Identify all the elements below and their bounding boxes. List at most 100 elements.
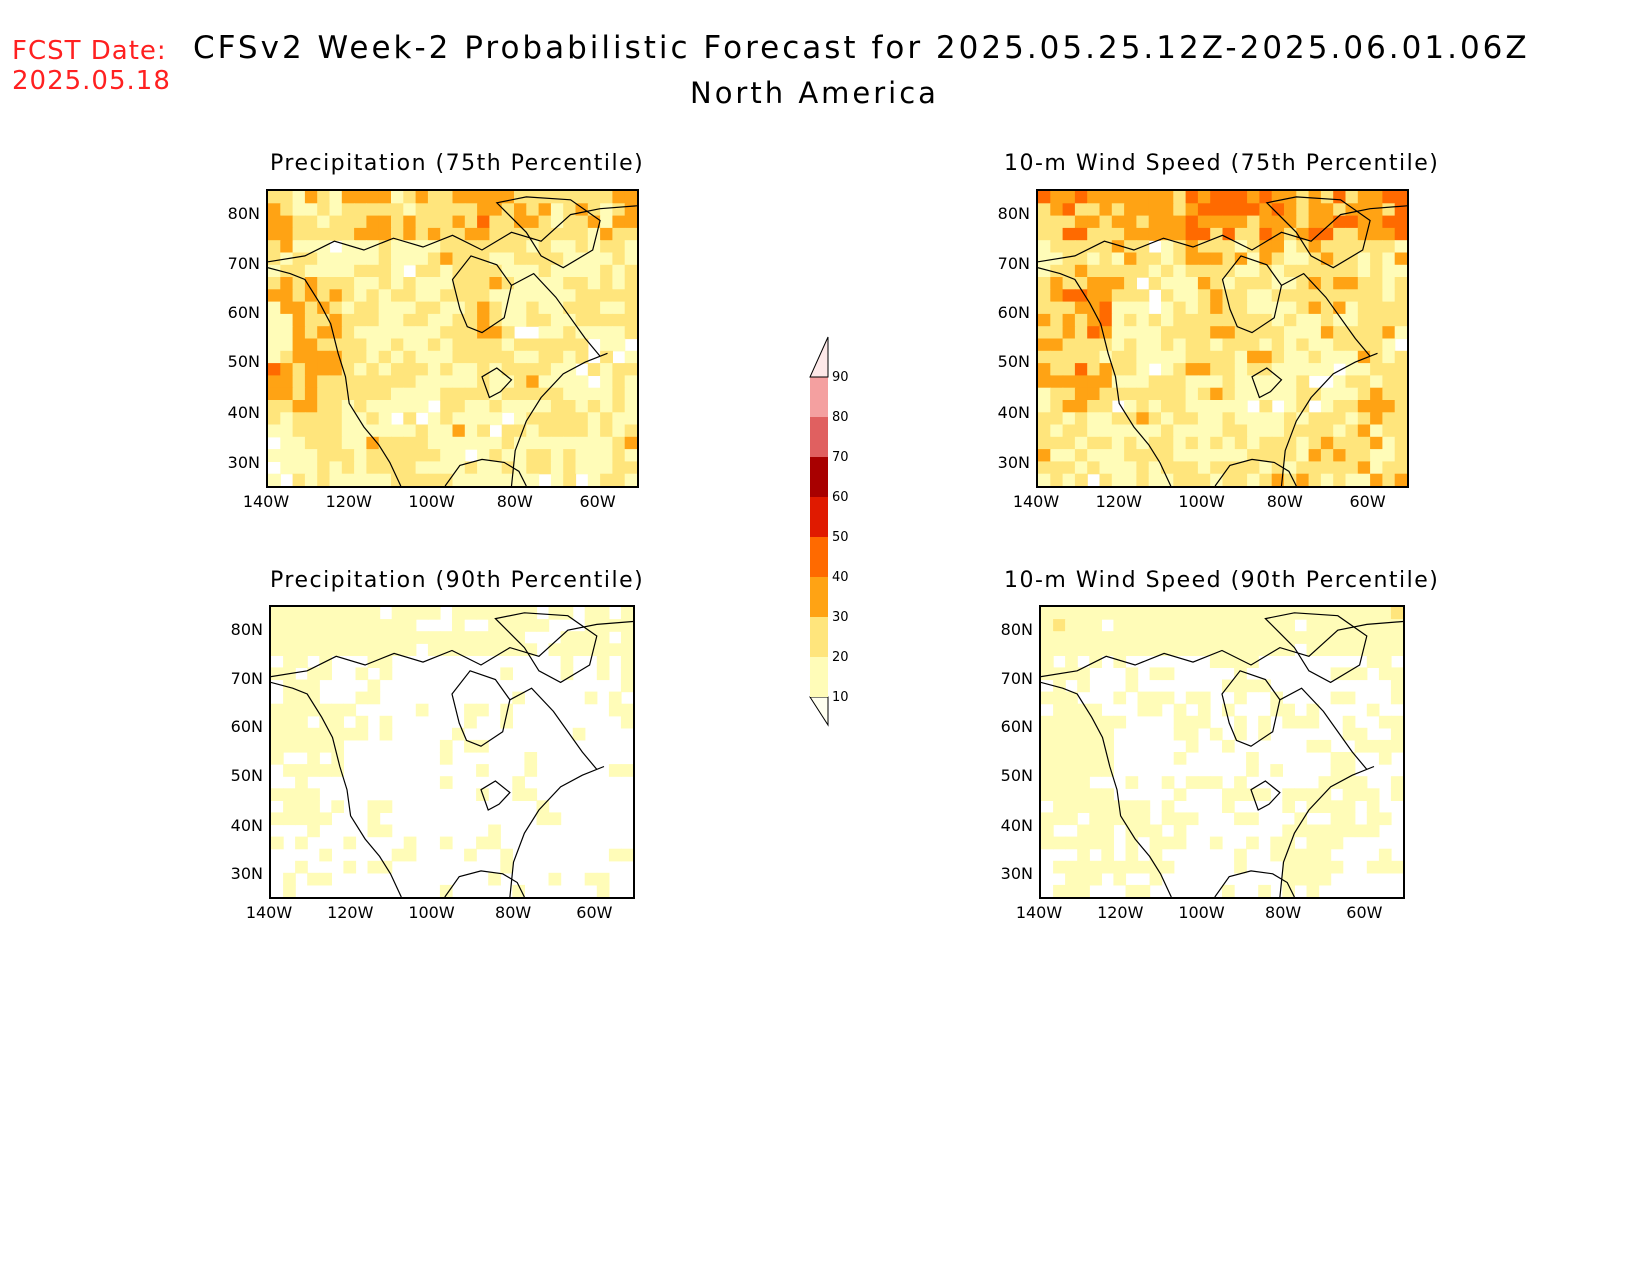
lon-tick-label: 120W (1097, 903, 1144, 922)
map-precip75 (266, 189, 639, 488)
lon-tick-label: 140W (1012, 492, 1060, 511)
lat-tick-label: 60N (997, 303, 1030, 323)
colorbar-swatch (810, 617, 828, 657)
lat-tick-label: 40N (227, 403, 260, 423)
map-precip90 (269, 605, 635, 899)
lat-tick-label: 80N (1000, 619, 1033, 639)
map-wind75-coastline (1214, 458, 1297, 486)
colorbar-swatch (810, 377, 828, 417)
forecast-date-label: FCST Date: (12, 36, 167, 66)
colorbar-tick-label: 10 (832, 690, 849, 705)
lon-tick-label: 100W (408, 903, 455, 922)
page-title: CFSv2 Week-2 Probabilistic Forecast for … (193, 30, 1530, 66)
map-wind90-coastline (1041, 681, 1172, 897)
map-precip75-coastline (268, 267, 402, 486)
lat-tick-label: 40N (230, 815, 263, 835)
lon-tick-label: 120W (325, 492, 372, 511)
panel-title-precip90: Precipitation (90th Percentile) (270, 568, 645, 593)
colorbar-swatch (810, 657, 828, 697)
colorbar-tick-label: 70 (832, 450, 849, 465)
colorbar-swatch (810, 537, 828, 577)
lat-tick-label: 70N (997, 253, 1030, 273)
map-precip75-shading (268, 191, 637, 486)
lat-tick-label: 70N (230, 668, 263, 688)
map-wind90-coastline (1041, 620, 1403, 678)
map-precip90-coastline (271, 620, 633, 678)
map-wind75-coastline (1281, 272, 1371, 357)
map-wind75-coastline (1251, 367, 1283, 399)
map-precip75-coastline (495, 196, 601, 269)
lat-tick-label: 30N (227, 452, 260, 472)
map-precip90-coastline (509, 687, 598, 770)
lon-tick-label: 120W (1095, 492, 1142, 511)
lat-tick-label: 30N (230, 864, 263, 883)
map-wind75-coastline (1265, 196, 1371, 269)
panel-title-precip75: Precipitation (75th Percentile) (270, 151, 645, 176)
lon-tick-label: 100W (1178, 903, 1225, 922)
map-wind75-coastline (1038, 205, 1407, 263)
lon-tick-label: 60W (576, 903, 613, 922)
lat-tick-label: 70N (227, 253, 260, 273)
lat-tick-label: 80N (227, 204, 260, 224)
lat-tick-label: 60N (227, 303, 260, 323)
map-wind90 (1039, 605, 1405, 899)
lon-tick-label: 100W (408, 492, 455, 511)
map-precip90-coastline (509, 765, 605, 897)
lon-tick-label: 140W (242, 492, 290, 511)
map-wind90-coastline (1264, 612, 1368, 684)
map-wind75-coastline (1038, 267, 1172, 486)
lon-tick-label: 100W (1178, 492, 1225, 511)
lon-tick-label: 140W (245, 903, 293, 922)
map-wind90-shading (1041, 607, 1403, 897)
panel-title-wind90: 10-m Wind Speed (90th Percentile) (1004, 568, 1440, 593)
colorbar-high-cap (809, 336, 829, 378)
lat-tick-label: 40N (997, 403, 1030, 423)
colorbar-tick-label: 20 (832, 650, 849, 665)
lat-tick-label: 60N (1000, 717, 1033, 736)
lat-tick-label: 30N (997, 452, 1030, 472)
map-precip75-coastline (481, 367, 513, 399)
map-wind90-coastline (1279, 765, 1375, 897)
map-precip75-coastline (510, 352, 608, 486)
colorbar-tick-label: 50 (832, 530, 849, 545)
colorbar-swatch (810, 417, 828, 457)
colorbar-tick-label: 80 (832, 410, 849, 425)
colorbar-tick-label: 30 (832, 610, 849, 625)
map-precip75-coastline (511, 272, 601, 357)
lat-tick-label: 50N (230, 765, 263, 785)
map-precip90-coastline (271, 681, 402, 897)
map-wind75-shading (1038, 191, 1407, 486)
lon-tick-label: 60W (1349, 492, 1386, 511)
colorbar-swatch (810, 457, 828, 497)
colorbar: 10 20 30 40 50 60 70 80 90 (800, 335, 860, 735)
map-wind90-coastline (1279, 687, 1368, 770)
lat-tick-label: 50N (1000, 765, 1033, 785)
map-precip90-coastline (480, 780, 511, 811)
map-precip90-coastline (444, 870, 525, 897)
colorbar-tick-label: 90 (832, 370, 849, 385)
lat-tick-label: 30N (1000, 864, 1033, 883)
lat-tick-label: 50N (997, 352, 1030, 372)
lat-tick-label: 50N (227, 352, 260, 372)
lat-tick-label: 80N (997, 204, 1030, 224)
forecast-date-value: 2025.05.18 (12, 66, 171, 96)
page-subtitle: North America (690, 76, 939, 110)
lon-tick-label: 120W (327, 903, 374, 922)
colorbar-swatch (810, 577, 828, 617)
map-wind75 (1036, 189, 1409, 488)
map-precip75-coastline (268, 205, 637, 263)
colorbar-tick-label: 40 (832, 570, 849, 585)
map-wind90-coastline (1214, 870, 1295, 897)
lat-tick-label: 80N (230, 619, 263, 639)
lon-tick-label: 140W (1015, 903, 1063, 922)
map-precip90-coastline (494, 612, 598, 684)
lat-tick-label: 70N (1000, 668, 1033, 688)
lat-tick-label: 60N (230, 717, 263, 736)
lon-tick-label: 60W (1346, 903, 1383, 922)
lon-tick-label: 80W (1266, 492, 1303, 511)
lon-tick-label: 80W (1265, 903, 1302, 922)
map-wind75-coastline (1280, 352, 1378, 486)
colorbar-swatch (810, 497, 828, 537)
lon-tick-label: 60W (579, 492, 616, 511)
colorbar-tick-label: 60 (832, 490, 849, 505)
